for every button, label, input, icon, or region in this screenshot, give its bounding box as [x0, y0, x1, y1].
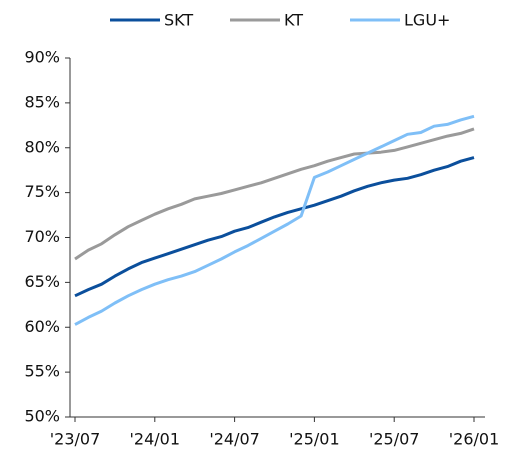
legend-label: LGU+	[404, 11, 450, 30]
y-tick-label: 65%	[24, 272, 60, 291]
x-tick-label: '24/01	[130, 430, 181, 449]
y-tick-label: 80%	[24, 137, 60, 156]
series-line	[74, 127, 475, 261]
legend-label: SKT	[164, 11, 193, 30]
x-tick-label: '23/07	[50, 430, 101, 449]
y-tick-label: 70%	[24, 227, 60, 246]
y-tick-label: 90%	[24, 48, 60, 67]
y-tick-label: 85%	[24, 92, 60, 111]
x-tick-label: '25/01	[289, 430, 340, 449]
series-line	[74, 156, 475, 298]
x-tick-label: '25/07	[369, 430, 420, 449]
x-tick-label: '24/07	[209, 430, 260, 449]
y-tick-label: 55%	[24, 362, 60, 381]
y-tick-label: 75%	[24, 182, 60, 201]
y-tick-label: 50%	[24, 407, 60, 426]
y-tick-label: 60%	[24, 317, 60, 336]
x-tick-label: '26/01	[449, 430, 500, 449]
legend-label: KT	[284, 11, 303, 30]
series-line	[74, 114, 475, 326]
